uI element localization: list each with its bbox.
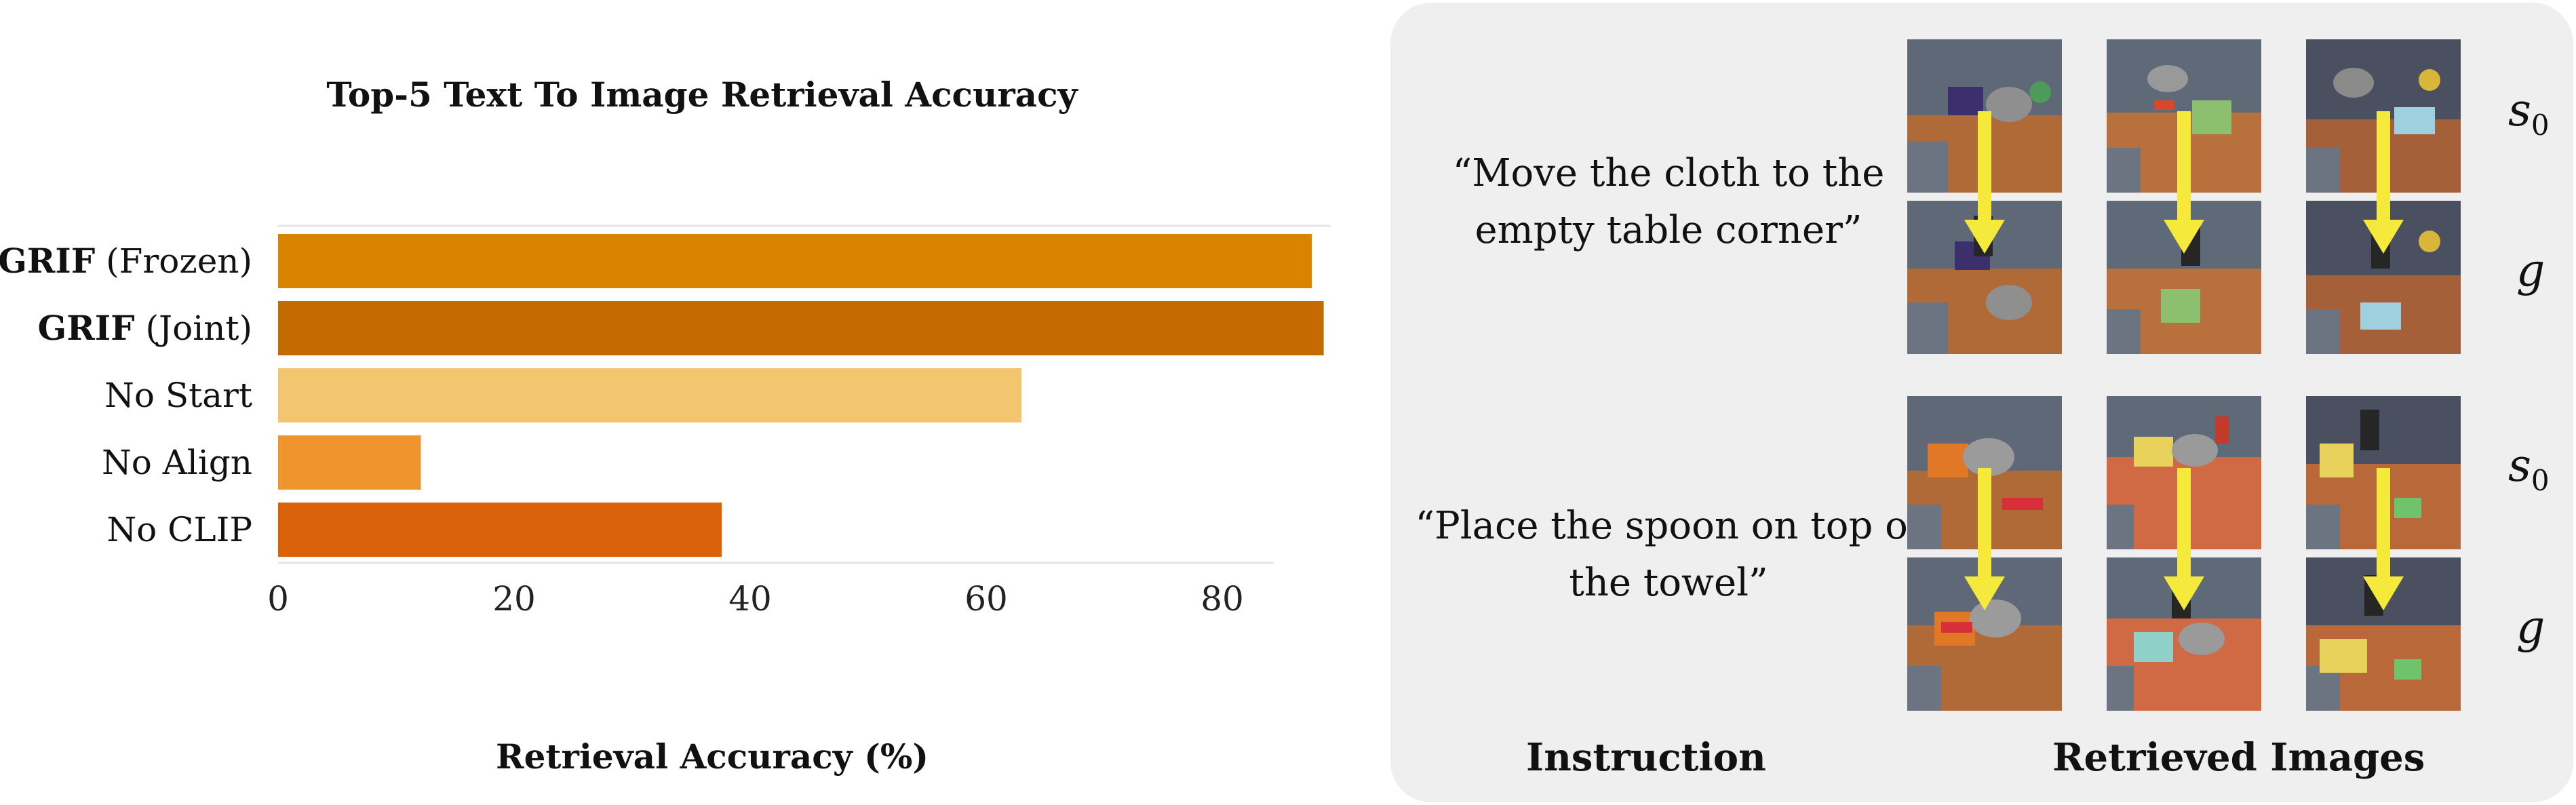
- bar-4: [278, 435, 421, 490]
- bar-5: [278, 503, 722, 557]
- down-arrow-icon-4: [1964, 468, 2005, 610]
- x-axis-label: Retrieval Accuracy (%): [496, 737, 929, 777]
- y-tick-label-3: No Start: [104, 376, 252, 415]
- down-arrow-icon-2: [2164, 111, 2204, 254]
- retrieved-image-2-1-start: [1907, 396, 2062, 549]
- y-tick-label-text-part: No Start: [104, 376, 252, 415]
- retrieval-examples-panel: “Move the cloth to the empty table corne…: [1390, 3, 2573, 802]
- x-tick-label-5: 80: [1201, 579, 1244, 619]
- y-tick-label-1: GRIF (Frozen): [0, 241, 252, 281]
- bars-group: [278, 234, 1324, 557]
- x-tick-labels: 0 20 40 60 80: [267, 579, 1244, 619]
- bar-1: [278, 234, 1312, 288]
- down-arrow-icon-3: [2363, 111, 2404, 254]
- down-arrow-icon-5: [2164, 468, 2204, 610]
- down-arrow-icon-1: [1964, 111, 2005, 254]
- bar-chart: Top-5 Text To Image Retrieval Accuracy G…: [0, 75, 1331, 777]
- y-tick-label-bold-part: GRIF: [0, 241, 95, 281]
- retrieved-image-2-2-goal: [2107, 557, 2261, 711]
- x-tick-label-3: 40: [728, 579, 772, 619]
- chart-title: Top-5 Text To Image Retrieval Accuracy: [326, 75, 1078, 115]
- instruction-text-2: “Place the spoon on top of the towel”: [1415, 504, 1922, 605]
- retrieved-images-heading: Retrieved Images: [2052, 735, 2425, 780]
- row-label-goal-1: g: [2516, 244, 2545, 296]
- y-tick-label-2: GRIF (Joint): [38, 308, 252, 348]
- instruction-text-1: “Move the cloth to the empty table corne…: [1452, 151, 1885, 252]
- bar-3: [278, 368, 1022, 423]
- row-label-goal-2: g: [2516, 601, 2545, 653]
- y-tick-label-4: No Align: [102, 443, 252, 482]
- x-tick-label-1: 0: [267, 579, 289, 619]
- y-tick-label-text-part: No CLIP: [106, 510, 252, 549]
- arrow-overlays: [1964, 111, 2404, 610]
- y-tick-label-text-part: (Joint): [135, 309, 252, 348]
- row-label-start-1: s0: [2508, 84, 2550, 142]
- instruction-heading: Instruction: [1526, 735, 1766, 780]
- y-tick-label-bold-part: GRIF: [38, 308, 135, 348]
- row-label-start-2: s0: [2508, 439, 2550, 498]
- bar-2: [278, 301, 1324, 355]
- down-arrow-icon-6: [2363, 468, 2404, 610]
- y-tick-label-text-part: (Frozen): [95, 241, 252, 281]
- x-tick-label-4: 60: [964, 579, 1008, 619]
- y-tick-label-text-part: No Align: [102, 443, 252, 482]
- y-tick-label-5: No CLIP: [106, 510, 252, 549]
- x-tick-label-2: 20: [492, 579, 536, 619]
